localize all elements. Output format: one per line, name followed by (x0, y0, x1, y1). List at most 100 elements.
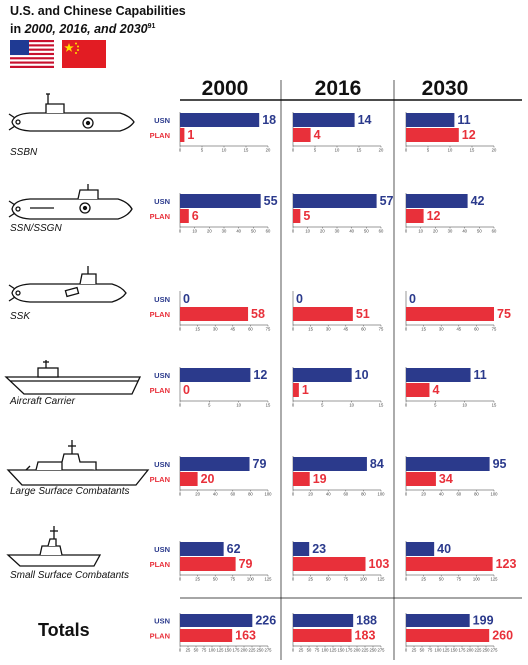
x-tick-label: 5 (314, 148, 317, 153)
x-tick-label: 200 (241, 648, 249, 653)
x-tick-label: 15 (308, 327, 313, 332)
x-tick-label: 60 (248, 327, 253, 332)
value-label-plan: 1 (187, 128, 194, 142)
bar-usn-2016 (293, 368, 352, 382)
bar-layer (180, 113, 494, 642)
category-label-4: Large Surface Combatants (10, 486, 130, 497)
value-label-plan: 6 (192, 209, 199, 223)
value-label-usn: 55 (264, 194, 278, 208)
x-tick-label: 30 (222, 229, 227, 234)
value-label-plan: 58 (251, 307, 265, 321)
value-label-plan: 79 (239, 557, 253, 571)
series-label-plan: PLAN (150, 475, 170, 484)
x-tick-label: 100 (378, 492, 386, 497)
destroyer-icon (6, 440, 150, 486)
x-tick-label: 60 (474, 327, 479, 332)
series-label-usn: USN (154, 295, 170, 304)
x-tick-label: 60 (456, 492, 461, 497)
frigate-icon (6, 526, 102, 567)
x-tick-label: 5 (208, 403, 211, 408)
x-tick-label: 0 (292, 403, 295, 408)
x-tick-label: 20 (308, 492, 313, 497)
x-tick-label: 30 (213, 327, 218, 332)
x-tick-label: 20 (320, 229, 325, 234)
bar-usn-2000 (180, 614, 253, 627)
x-tick-label: 225 (475, 648, 483, 653)
series-label-usn: USN (154, 460, 170, 469)
x-tick-label: 50 (364, 229, 369, 234)
x-tick-label: 40 (462, 229, 467, 234)
value-label-usn: 62 (227, 542, 241, 556)
x-tick-label: 0 (179, 327, 182, 332)
x-tick-label: 150 (338, 648, 346, 653)
value-label-usn: 23 (312, 542, 326, 556)
title-line-1: U.S. and Chinese Capabilities (10, 4, 186, 18)
bar-usn-2016 (293, 113, 355, 127)
x-tick-label: 275 (265, 648, 273, 653)
value-label-plan: 51 (356, 307, 370, 321)
year-label-2000: 2000 (202, 77, 249, 100)
x-tick-label: 0 (179, 229, 182, 234)
x-tick-label: 45 (230, 327, 235, 332)
value-label-usn: 0 (296, 292, 303, 306)
x-tick-label: 275 (491, 648, 499, 653)
x-tick-label: 100 (247, 577, 255, 582)
value-label-usn: 0 (409, 292, 416, 306)
x-tick-label: 25 (195, 577, 200, 582)
x-tick-label: 125 (443, 648, 451, 653)
x-tick-label: 0 (292, 148, 295, 153)
value-label-usn: 42 (471, 194, 485, 208)
x-tick-label: 100 (322, 648, 330, 653)
bar-plan-2000 (180, 209, 189, 223)
x-tick-label: 80 (474, 492, 479, 497)
x-tick-label: 0 (292, 492, 295, 497)
x-tick-label: 100 (360, 577, 368, 582)
series-label-usn: USN (154, 116, 170, 125)
x-tick-label: 175 (346, 648, 354, 653)
x-tick-label: 40 (326, 492, 331, 497)
bar-usn-2000 (180, 113, 260, 127)
bar-usn-2030 (406, 457, 490, 471)
x-tick-label: 15 (266, 403, 271, 408)
series-label-plan: PLAN (150, 212, 170, 221)
x-tick-label: 0 (292, 648, 295, 653)
x-tick-label: 40 (236, 229, 241, 234)
value-label-plan: 4 (314, 128, 321, 142)
x-tick-label: 20 (421, 492, 426, 497)
category-label-2: SSK (10, 311, 31, 322)
x-tick-label: 15 (357, 148, 362, 153)
bar-plan-2030 (406, 128, 459, 142)
x-tick-label: 175 (459, 648, 467, 653)
title-line-2-prefix: in (10, 22, 25, 37)
x-tick-label: 150 (451, 648, 459, 653)
value-label-plan: 34 (439, 472, 453, 486)
value-label-plan: 183 (355, 628, 376, 642)
bar-usn-2030 (406, 113, 455, 127)
category-label-3: Aircraft Carrier (9, 396, 76, 407)
x-tick-label: 250 (370, 648, 378, 653)
series-label-usn: USN (154, 371, 170, 380)
x-tick-label: 0 (179, 403, 182, 408)
x-tick-label: 10 (349, 403, 354, 408)
x-tick-label: 30 (326, 327, 331, 332)
x-tick-label: 30 (448, 229, 453, 234)
value-label-usn: 12 (253, 368, 267, 382)
bar-plan-2030 (406, 472, 436, 486)
value-label-plan: 1 (302, 383, 309, 397)
value-label-usn: 0 (183, 292, 190, 306)
category-label-totals: Totals (38, 620, 90, 640)
bar-plan-2030 (406, 557, 493, 571)
value-label-plan: 12 (462, 128, 476, 142)
bar-plan-2030 (406, 629, 490, 642)
x-tick-label: 10 (448, 148, 453, 153)
value-label-usn: 40 (437, 542, 451, 556)
value-label-usn: 188 (356, 613, 377, 627)
x-tick-label: 75 (379, 327, 384, 332)
bar-plan-2016 (293, 307, 353, 321)
x-tick-label: 5 (201, 148, 204, 153)
china-flag (62, 40, 106, 68)
series-label-plan: PLAN (150, 386, 170, 395)
value-label-plan: 4 (432, 383, 439, 397)
